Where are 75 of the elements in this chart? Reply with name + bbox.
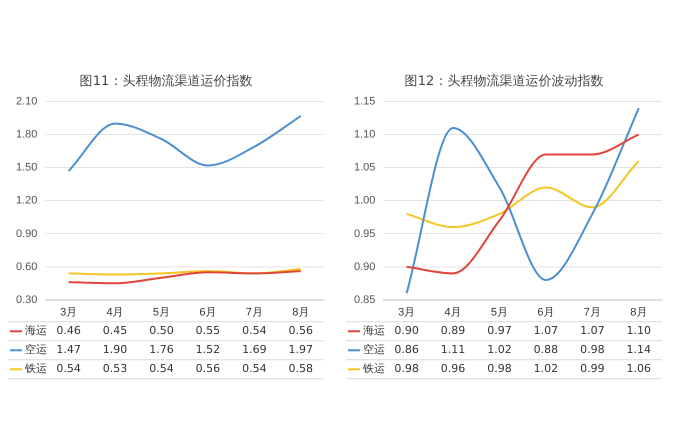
data-label: 0.54 xyxy=(149,362,174,376)
y-tick-label: 0.30 xyxy=(16,294,38,306)
data-label: 0.98 xyxy=(487,362,512,376)
data-label: 0.56 xyxy=(196,362,220,376)
data-label: 0.55 xyxy=(196,324,220,338)
x-tick-label: 6月 xyxy=(537,306,554,318)
x-tick-label: 3月 xyxy=(60,306,78,318)
y-tick-label: 1.15 xyxy=(354,96,376,108)
data-label: 1.76 xyxy=(149,343,174,356)
chart-title: 图12：头程物流渠道运价波动指数 xyxy=(404,73,604,90)
data-label: 0.54 xyxy=(242,362,267,376)
data-label: 0.54 xyxy=(242,324,267,338)
y-tick-label: 0.85 xyxy=(354,294,376,306)
data-label: 0.46 xyxy=(56,324,81,338)
data-label: 0.45 xyxy=(102,324,128,338)
x-tick-label: 8月 xyxy=(630,306,648,318)
y-tick-label: 0.90 xyxy=(354,260,376,273)
x-tick-label: 4月 xyxy=(106,306,124,318)
data-label: 0.98 xyxy=(394,362,419,376)
data-label: 0.50 xyxy=(149,324,174,338)
data-label: 0.88 xyxy=(534,343,558,356)
chart-title: 图11：头程物流渠道运价指数 xyxy=(80,73,252,90)
y-tick-label: 1.00 xyxy=(354,194,376,207)
legend-label: 空运 xyxy=(25,343,47,356)
legend-label: 海运 xyxy=(363,324,385,338)
line-series xyxy=(406,107,640,294)
data-label: 1.47 xyxy=(56,343,81,356)
data-label: 1.97 xyxy=(288,343,314,356)
data-label: 1.07 xyxy=(580,324,605,338)
y-tick-label: 1.20 xyxy=(16,194,38,207)
data-label: 0.96 xyxy=(440,362,466,376)
data-label: 1.07 xyxy=(534,324,558,338)
data-label: 1.52 xyxy=(196,343,220,356)
x-tick-label: 4月 xyxy=(444,306,462,318)
line-series xyxy=(406,160,640,228)
y-tick-label: 1.05 xyxy=(354,162,376,174)
x-tick-label: 3月 xyxy=(398,306,416,318)
legend-label: 铁运 xyxy=(362,362,385,376)
legend-label: 空运 xyxy=(363,343,385,356)
data-label: 0.98 xyxy=(580,343,605,356)
data-label: 0.56 xyxy=(288,324,314,338)
y-tick-label: 1.10 xyxy=(354,128,376,141)
y-tick-label: 1.50 xyxy=(16,162,38,174)
y-tick-label: 1.80 xyxy=(16,128,38,141)
x-tick-label: 7月 xyxy=(246,306,263,318)
data-label: 0.58 xyxy=(288,362,314,376)
x-tick-label: 5月 xyxy=(152,306,170,318)
data-label: 1.10 xyxy=(626,324,652,338)
data-label: 0.86 xyxy=(394,343,419,356)
x-tick-label: 8月 xyxy=(292,306,310,318)
data-label: 1.11 xyxy=(440,343,466,356)
x-tick-label: 7月 xyxy=(584,306,601,318)
data-label: 1.02 xyxy=(534,362,558,376)
y-tick-label: 2.10 xyxy=(16,96,38,108)
data-label: 1.06 xyxy=(626,362,652,376)
data-label: 1.02 xyxy=(487,343,512,356)
data-label: 1.69 xyxy=(242,343,267,356)
data-label: 0.89 xyxy=(440,324,466,338)
x-tick-label: 6月 xyxy=(199,306,216,318)
legend-label: 海运 xyxy=(25,324,47,338)
data-label: 0.97 xyxy=(487,324,512,338)
data-label: 0.53 xyxy=(102,362,128,376)
data-label: 0.90 xyxy=(394,324,419,338)
line-series xyxy=(68,114,302,172)
data-label: 1.90 xyxy=(102,343,128,356)
data-label: 0.54 xyxy=(56,362,81,376)
data-label: 0.99 xyxy=(580,362,605,376)
data-label: 1.14 xyxy=(626,343,652,356)
line-series xyxy=(68,270,302,284)
line-series xyxy=(406,134,640,274)
y-tick-label: 0.95 xyxy=(354,228,376,240)
y-tick-label: 0.90 xyxy=(16,228,38,240)
legend-label: 铁运 xyxy=(24,362,47,376)
y-tick-label: 0.60 xyxy=(16,260,38,273)
x-tick-label: 5月 xyxy=(490,306,508,318)
